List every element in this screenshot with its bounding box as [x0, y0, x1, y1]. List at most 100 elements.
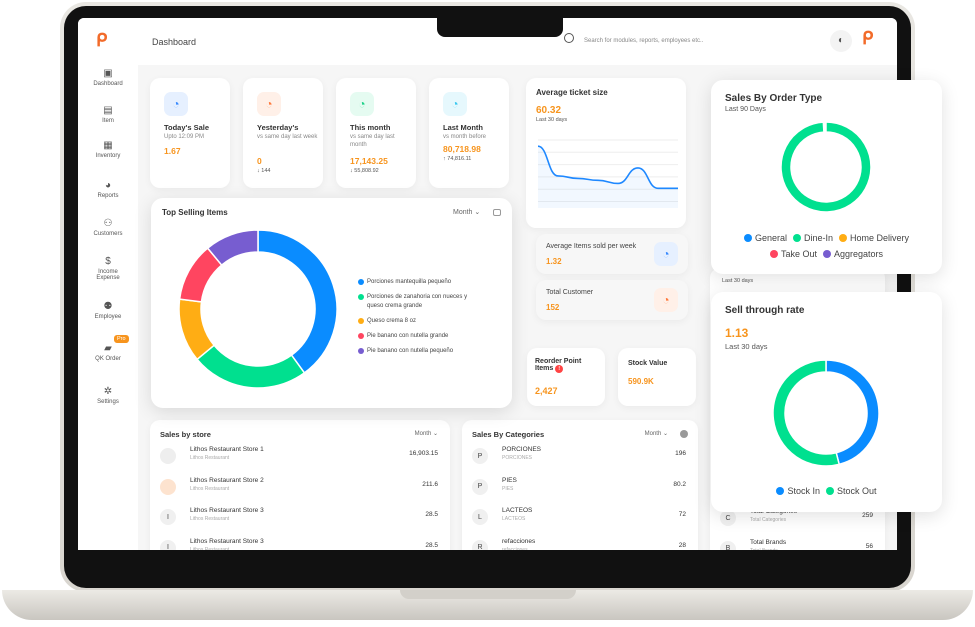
sidebar-item-qk-order[interactable]: ▰ QK Order Pro — [78, 335, 138, 362]
legend-item[interactable]: Queso crema 8 oz — [358, 317, 483, 326]
legend-item[interactable]: Pie banano con nutella pequeño — [358, 347, 483, 356]
search-input[interactable]: Search for modules, reports, employees e… — [584, 38, 704, 44]
gear-icon: ✲ — [103, 386, 113, 397]
legend-label: Stock Out — [837, 486, 877, 496]
avg-items-card: Average Items sold per week 1.32 ◔ — [536, 234, 688, 274]
legend-label: Queso crema 8 oz — [367, 318, 417, 324]
period-dropdown[interactable]: Month ⌄ — [415, 430, 438, 437]
pro-badge: Pro — [114, 335, 129, 343]
table-row[interactable]: Lithos Restaurant Store 1 Lithos Restaura… — [150, 446, 450, 476]
legend-label: Pie banano con nutella grande — [367, 333, 449, 339]
inventory-icon: ▦ — [103, 140, 113, 151]
sidebar-item-label: Inventory — [95, 153, 121, 159]
card-value: 1.32 — [546, 257, 562, 266]
legend-dot — [769, 250, 778, 258]
table-row[interactable]: B Total Brands Total Brands 56 — [710, 539, 885, 550]
order-type-donut — [781, 122, 871, 212]
sidebar-item-income-expense[interactable]: $ Income Expense — [78, 256, 138, 281]
sell-through-card: Sell through rate 1.13 Last 30 days Stoc… — [711, 292, 942, 512]
legend-item[interactable]: Porciones mantequilla pequeño — [358, 278, 483, 287]
donut-slice-stock-in[interactable] — [825, 359, 880, 466]
stat-value: 17,143.25 — [350, 156, 388, 166]
chevron-down-icon: ⌄ — [474, 209, 481, 216]
sidebar-item-reports[interactable]: ◕ Reports — [78, 180, 138, 199]
card-sub: Last 90 Days — [725, 106, 766, 113]
table-row[interactable]: L LACTEOS LACTEOS 72 — [462, 507, 698, 537]
donut-slice-stock-out[interactable] — [772, 359, 841, 467]
period-dropdown[interactable]: Month ⌄ — [453, 208, 480, 216]
avatar: P — [472, 448, 488, 464]
table-row[interactable]: I Lithos Restaurant Store 3 Lithos Restaur… — [150, 507, 450, 537]
legend-item[interactable]: Aggregators — [823, 246, 883, 262]
row-value: 56 — [865, 542, 873, 550]
stat-delta: ↑ 74,816.11 — [443, 156, 472, 162]
camera-notch — [437, 18, 563, 37]
donut-slice-queso-crema-8-oz[interactable] — [178, 298, 216, 361]
chart-icon: ◔ — [443, 92, 467, 116]
row-value: 16,903.15 — [409, 450, 438, 457]
item-icon: ▤ — [103, 105, 113, 116]
avatar-letter: C — [725, 514, 731, 522]
row-sub: Lithos Restaurant — [190, 546, 230, 551]
legend-label: Porciones mantequilla pequeño — [367, 279, 452, 285]
legend-label: Home Delivery — [850, 233, 910, 243]
row-value: 28 — [678, 541, 686, 549]
sidebar-item-customers[interactable]: ⚇ Customers — [78, 218, 138, 237]
stat-title: Last Month — [443, 123, 483, 132]
donut-slice-dine-in[interactable] — [781, 122, 871, 212]
row-value: 211.6 — [422, 480, 438, 488]
sidebar-item-item[interactable]: ▤ Item — [78, 105, 138, 124]
legend-item[interactable]: Take Out — [769, 246, 817, 262]
employee-icon: ⚉ — [103, 301, 113, 312]
row-value: 196 — [675, 450, 686, 457]
stat-card: ◔ This month vs same day last month 17,143.… — [336, 78, 416, 188]
legend-item[interactable]: Porciones de zanahoria con nueces y ques… — [358, 293, 483, 311]
legend-item[interactable]: Stock In — [776, 486, 820, 496]
row-value: 28.5 — [425, 541, 438, 549]
row-name: Lithos Restaurant Store 2 — [190, 476, 264, 484]
legend-item[interactable]: Home Delivery — [839, 230, 909, 246]
row-value: 259 — [862, 512, 873, 519]
table-row[interactable]: P PIES PIES 80.2 — [462, 477, 698, 507]
donut-slice-pie-banano-con-nutella-pequeño[interactable] — [206, 229, 259, 267]
legend-item[interactable]: Dine-In — [793, 230, 833, 246]
table-row[interactable]: P PORCIONES PORCIONES 196 — [462, 446, 698, 476]
donut-slice-porciones-mantequilla-pequeño[interactable] — [257, 229, 338, 374]
row-value: 28.5 — [425, 511, 438, 518]
sidebar-item-employee[interactable]: ⚉ Employee — [78, 301, 138, 320]
stat-title: Today's Sale — [164, 123, 209, 132]
sidebar-item-inventory[interactable]: ▦ Inventory — [78, 140, 138, 159]
logo: ᑭ — [96, 30, 108, 50]
card-value: 152 — [546, 303, 560, 312]
pie-toggle-icon[interactable] — [680, 430, 688, 438]
stat-value: 80,718.98 — [443, 144, 481, 154]
chart-icon: ◔ — [164, 92, 188, 116]
row-value: 72 — [678, 511, 686, 518]
chevron-down-icon: ⌄ — [432, 431, 438, 437]
line-series — [538, 145, 678, 190]
chart-icon: ◔ — [350, 92, 374, 116]
table-view-icon[interactable] — [493, 209, 501, 216]
stat-sub: Upto 12:09 PM — [164, 134, 205, 140]
legend-dot — [358, 318, 364, 324]
period-dropdown[interactable]: Month ⌄ — [645, 430, 668, 437]
legend-item[interactable]: Pie banano con nutella grande — [358, 332, 483, 341]
stat-card: ◔ Last Month vs month before 80,718.98 ↑ 74,… — [429, 78, 509, 188]
donut-slice-porciones-de-zanahoria-con-nueces-y-queso-crema-grande[interactable] — [196, 344, 306, 389]
dark-mode-button[interactable]: ◐ — [830, 30, 852, 52]
row-sub: LACTEOS — [502, 516, 526, 522]
search-icon[interactable] — [564, 33, 574, 43]
table-row[interactable]: Lithos Restaurant Store 2 Lithos Restaura… — [150, 477, 450, 507]
legend-item[interactable]: Stock Out — [826, 486, 877, 496]
row-sub: PORCIONES — [502, 455, 533, 461]
avatar: B — [720, 540, 736, 550]
sidebar-item-settings[interactable]: ✲ Settings — [78, 386, 138, 405]
legend-dot — [823, 250, 831, 258]
table-row[interactable]: I Lithos Restaurant Store 3 Lithos Restaur… — [150, 538, 450, 551]
row-sub: Lithos Restaurant — [190, 516, 230, 522]
sidebar-item-dashboard[interactable]: ▣ Dashboard — [78, 68, 138, 87]
sidebar: ᑭ ▣ Dashboard ▤ Item ▦ Inventory ◕ Reports ⚇ Cust… — [78, 18, 138, 550]
legend-item[interactable]: General — [743, 230, 787, 246]
